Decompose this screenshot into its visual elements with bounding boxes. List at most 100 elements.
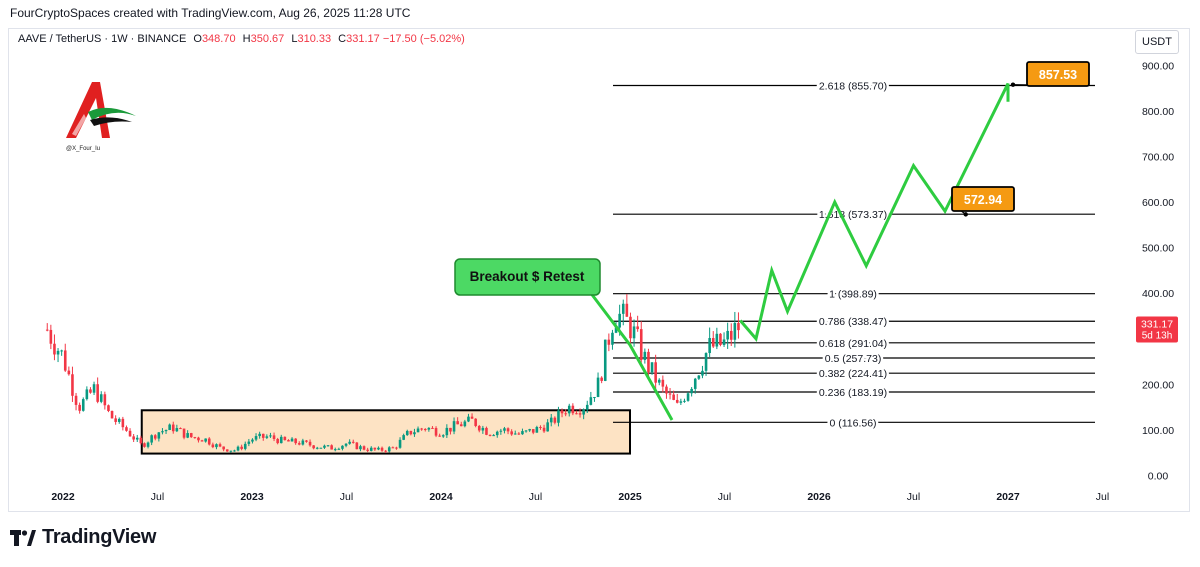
- y-tick-label: 500.00: [1142, 243, 1174, 255]
- candle: [362, 446, 366, 450]
- candle: [236, 446, 240, 451]
- candle: [701, 370, 704, 376]
- candle: [71, 374, 74, 396]
- candle: [146, 442, 150, 447]
- candle: [193, 437, 197, 439]
- breakout-callout-label: Breakout $ Retest: [470, 269, 585, 284]
- currency-button[interactable]: USDT: [1135, 30, 1179, 54]
- candle: [99, 394, 103, 402]
- symbol-legend: AAVE / TetherUS · 1W · BINANCE O348.70 H…: [18, 33, 465, 45]
- candle: [225, 449, 229, 452]
- candle: [301, 440, 305, 445]
- candle: [269, 435, 272, 437]
- candle: [175, 428, 179, 432]
- candle: [53, 343, 56, 355]
- close-value: 331.17: [346, 33, 380, 45]
- candle: [517, 433, 521, 435]
- candle: [661, 379, 665, 387]
- candle: [438, 435, 441, 437]
- candle: [427, 427, 431, 430]
- candle: [632, 326, 636, 339]
- x-tick-label: Jul: [1096, 491, 1109, 503]
- fib-label-0: 0 (116.56): [829, 417, 876, 429]
- candle: [63, 350, 67, 371]
- candle: [431, 427, 434, 429]
- x-tick-label: 2024: [429, 491, 453, 503]
- candle: [294, 438, 297, 444]
- candle: [366, 449, 369, 451]
- candle: [215, 444, 218, 448]
- high-label: H: [242, 33, 251, 45]
- candle: [650, 362, 654, 373]
- candle: [89, 389, 92, 393]
- candle: [251, 439, 254, 442]
- candle: [571, 405, 575, 414]
- candle: [107, 405, 110, 411]
- y-tick-label: 0.00: [1148, 470, 1169, 482]
- low-value: 310.33: [297, 33, 332, 45]
- candle: [222, 446, 225, 450]
- candle: [409, 430, 413, 435]
- x-tick-label: 2023: [240, 491, 264, 503]
- candle: [524, 430, 528, 432]
- candle: [492, 435, 495, 437]
- fib-label-2.618: 2.618 (855.70): [819, 81, 887, 93]
- candle: [629, 316, 632, 339]
- candle: [377, 447, 380, 450]
- y-tick-label: 200.00: [1142, 379, 1174, 391]
- candle: [323, 445, 326, 448]
- x-tick-label: Jul: [529, 491, 542, 503]
- candle: [312, 445, 315, 449]
- symbol-name[interactable]: AAVE / TetherUS · 1W · BINANCE: [18, 33, 187, 45]
- y-tick-label: 400.00: [1142, 288, 1174, 300]
- open-value: 348.70: [201, 33, 236, 45]
- candle: [690, 388, 693, 394]
- candle: [157, 432, 161, 439]
- x-tick-label: Jul: [718, 491, 731, 503]
- candle: [636, 326, 639, 330]
- candle: [495, 431, 499, 436]
- candle: [92, 384, 96, 393]
- candle: [96, 384, 99, 402]
- candle: [535, 427, 539, 433]
- candle: [503, 428, 506, 431]
- candle: [452, 421, 456, 432]
- candle: [445, 427, 449, 436]
- candle: [567, 405, 571, 414]
- candle: [45, 329, 49, 331]
- candle: [665, 386, 668, 394]
- candle: [459, 424, 463, 427]
- y-tick-label: 800.00: [1142, 106, 1174, 118]
- high-value: 350.67: [250, 33, 285, 45]
- candle: [161, 431, 164, 433]
- candle: [603, 339, 607, 381]
- candle: [668, 393, 672, 395]
- candle: [337, 448, 341, 450]
- candle: [182, 428, 186, 438]
- low-label: L: [291, 33, 298, 45]
- candle: [726, 330, 729, 340]
- candle: [121, 418, 125, 428]
- candle: [449, 427, 452, 432]
- y-tick-label: 600.00: [1142, 197, 1174, 209]
- candle: [319, 447, 323, 449]
- fib-label-0.786: 0.786 (338.47): [819, 316, 887, 328]
- candle: [168, 424, 171, 430]
- candle: [477, 425, 481, 431]
- candle: [441, 435, 445, 437]
- candle: [258, 433, 261, 437]
- candle: [423, 429, 427, 431]
- candle: [560, 410, 564, 414]
- accumulation-box: [140, 409, 631, 455]
- tradingview-logo[interactable]: TradingView: [10, 526, 156, 549]
- open-label: O: [193, 33, 202, 45]
- candle: [708, 338, 711, 354]
- candle: [74, 395, 78, 405]
- candle: [521, 431, 524, 435]
- current-price-badge: [1136, 316, 1178, 343]
- candle: [373, 447, 377, 450]
- candle: [114, 418, 117, 422]
- candle: [344, 443, 348, 446]
- candle: [333, 449, 337, 451]
